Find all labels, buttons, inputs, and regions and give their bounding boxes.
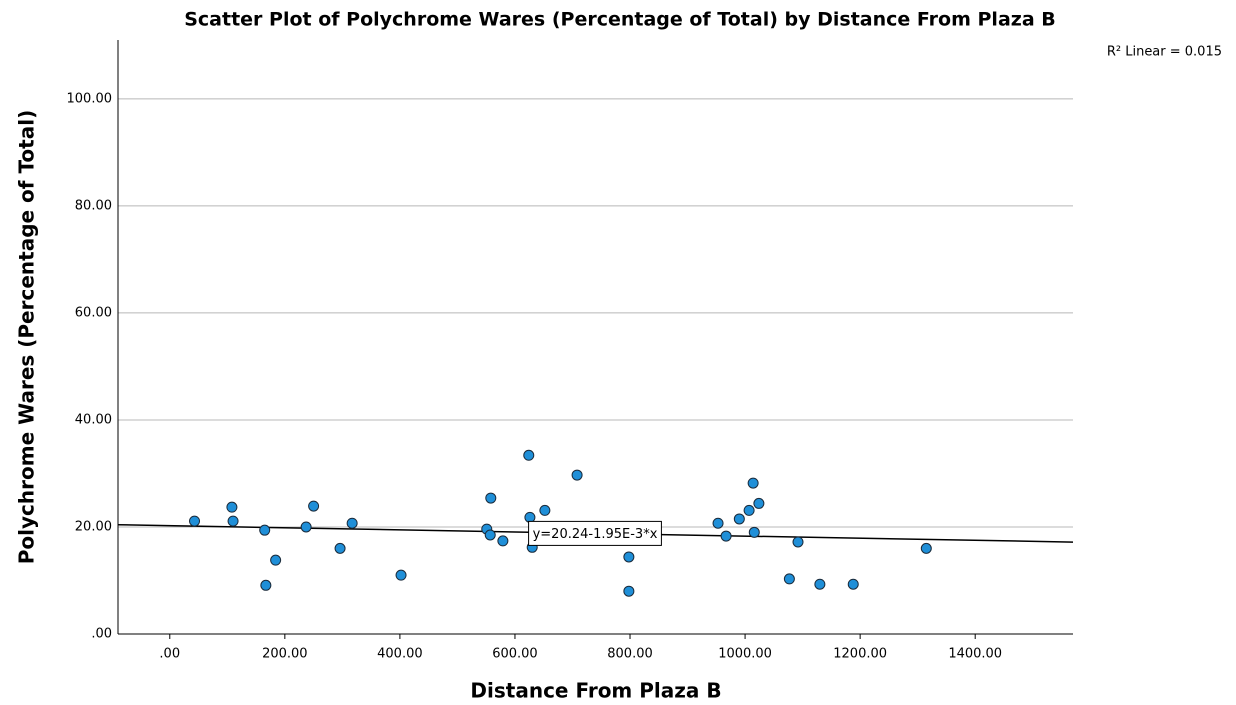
point xyxy=(189,515,201,527)
point xyxy=(792,536,804,548)
y-tick-label: 40.00 xyxy=(75,412,112,427)
point xyxy=(920,542,932,554)
point xyxy=(334,542,346,554)
x-tick-label: 1000.00 xyxy=(718,647,772,662)
point xyxy=(814,578,826,590)
x-tick-label: 200.00 xyxy=(262,647,308,662)
point xyxy=(753,497,765,509)
point xyxy=(539,504,551,516)
y-tick-label: .00 xyxy=(91,627,112,642)
point xyxy=(395,569,407,581)
point xyxy=(847,578,859,590)
fit-label: y=20.24-1.95E-3*x xyxy=(533,527,658,542)
fit-label-box xyxy=(528,520,662,546)
point xyxy=(270,554,282,566)
point xyxy=(748,526,760,538)
r2-annotation: R² Linear = 0.015 xyxy=(1107,45,1222,60)
point xyxy=(720,530,732,542)
y-tick-label: 20.00 xyxy=(75,519,112,534)
y-tick-label: 60.00 xyxy=(75,305,112,320)
y-axis-label: Polychrome Wares (Percentage of Total) xyxy=(15,110,39,564)
x-tick-label: 1200.00 xyxy=(833,647,887,662)
point xyxy=(226,501,238,513)
point xyxy=(308,500,320,512)
point xyxy=(484,529,496,541)
point xyxy=(260,579,272,591)
point xyxy=(523,449,535,461)
point xyxy=(571,469,583,481)
y-tick-label: 80.00 xyxy=(75,198,112,213)
point xyxy=(783,573,795,585)
point xyxy=(259,524,271,536)
point xyxy=(227,515,239,527)
chart-title: Scatter Plot of Polychrome Wares (Percen… xyxy=(184,9,1056,31)
point xyxy=(485,492,497,504)
x-tick-label: 600.00 xyxy=(492,647,538,662)
point xyxy=(733,513,745,525)
x-tick-label: 800.00 xyxy=(607,647,653,662)
x-axis-label: Distance From Plaza B xyxy=(470,679,721,703)
point xyxy=(747,477,759,489)
point xyxy=(346,517,358,529)
y-tick-label: 100.00 xyxy=(67,91,113,106)
point xyxy=(623,585,635,597)
x-tick-label: .00 xyxy=(159,647,180,662)
point xyxy=(524,511,536,523)
point xyxy=(623,551,635,563)
x-tick-label: 1400.00 xyxy=(948,647,1002,662)
point xyxy=(743,504,755,516)
x-tick-label: 400.00 xyxy=(377,647,423,662)
point xyxy=(712,517,724,529)
point xyxy=(497,535,509,547)
point xyxy=(300,521,312,533)
